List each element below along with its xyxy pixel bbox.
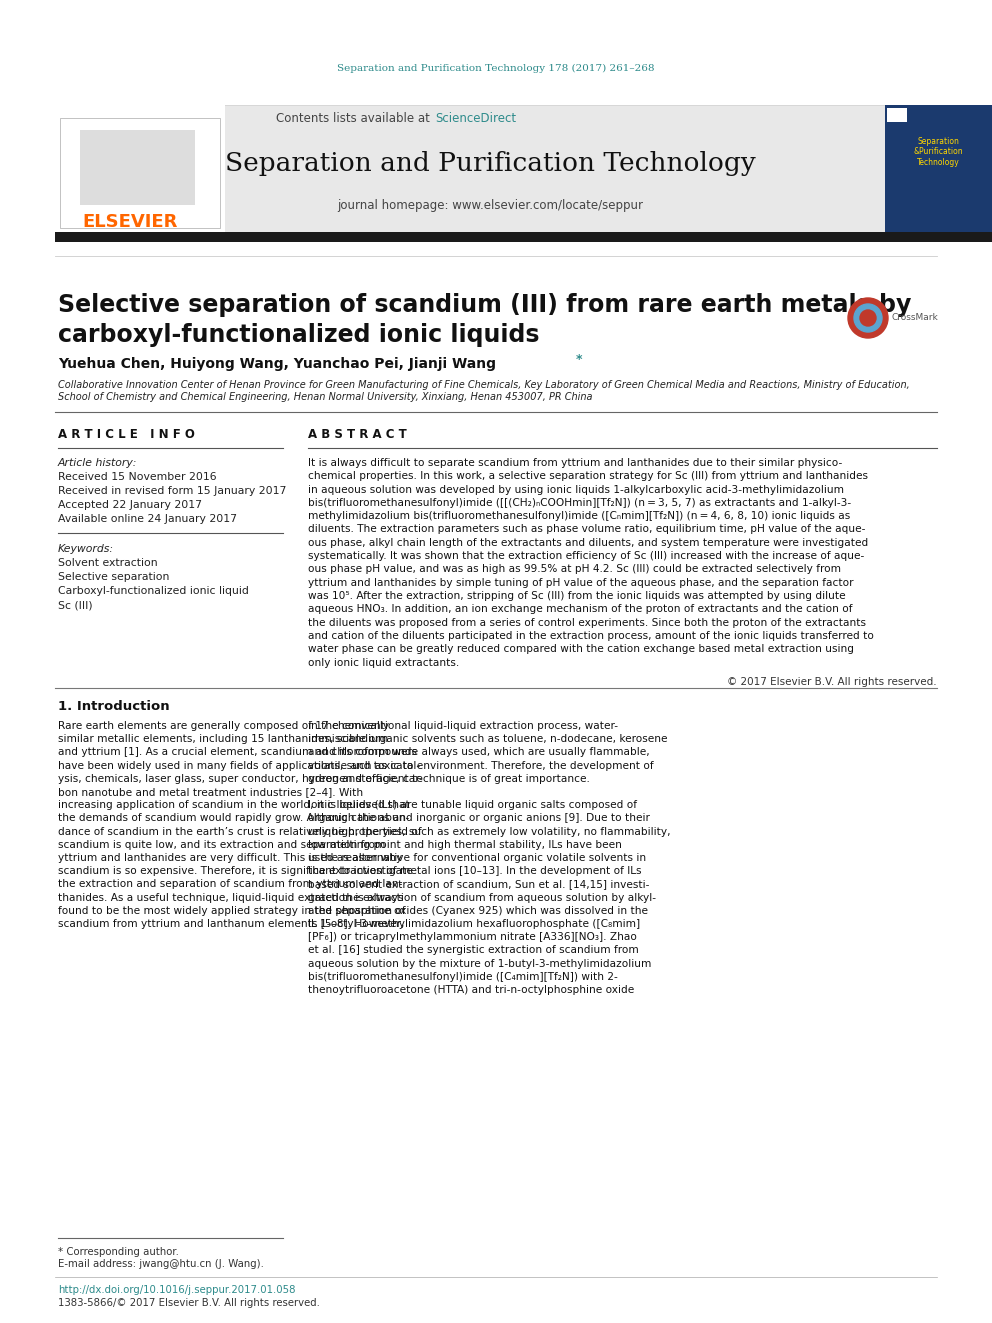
Text: was 10⁵. After the extraction, stripping of Sc (III) from the ionic liquids was : was 10⁵. After the extraction, stripping… xyxy=(308,591,845,601)
FancyBboxPatch shape xyxy=(55,105,225,232)
Text: * Corresponding author.: * Corresponding author. xyxy=(58,1248,179,1257)
FancyBboxPatch shape xyxy=(80,130,195,205)
Text: aqueous solution by the mixture of 1-butyl-3-methylimidazolium: aqueous solution by the mixture of 1-but… xyxy=(308,959,652,968)
Text: bis(trifluoromethanesulfonyl)imide ([C₄mim][Tf₂N]) with 2-: bis(trifluoromethanesulfonyl)imide ([C₄m… xyxy=(308,972,618,982)
Text: dance of scandium in the earth’s crust is relatively high, the yield of: dance of scandium in the earth’s crust i… xyxy=(58,827,422,836)
Text: It is always difficult to separate scandium from yttrium and lanthanides due to : It is always difficult to separate scand… xyxy=(308,458,842,468)
Text: © 2017 Elsevier B.V. All rights reserved.: © 2017 Elsevier B.V. All rights reserved… xyxy=(727,677,937,687)
Circle shape xyxy=(854,304,882,332)
FancyBboxPatch shape xyxy=(60,118,220,228)
Text: in aqueous solution was developed by using ionic liquids 1-alkylcarboxylic acid-: in aqueous solution was developed by usi… xyxy=(308,484,844,495)
Text: increasing application of scandium in the world, it is believed that: increasing application of scandium in th… xyxy=(58,800,410,810)
Text: Selective separation of scandium (III) from rare earth metals by: Selective separation of scandium (III) f… xyxy=(58,292,912,318)
Text: and cation of the diluents participated in the extraction process, amount of the: and cation of the diluents participated … xyxy=(308,631,874,640)
Text: similar metallic elements, including 15 lanthanides, scandium: similar metallic elements, including 15 … xyxy=(58,734,388,745)
Text: have been widely used in many fields of applications, such as catal-: have been widely used in many fields of … xyxy=(58,761,421,770)
Text: methylimidazolium bis(trifluoromethanesulfonyl)imide ([Cₙmim][Tf₂N]) (n = 4, 6, : methylimidazolium bis(trifluoromethanesu… xyxy=(308,511,850,521)
Text: [PF₆]) or tricaprylmethylammonium nitrate [A336][NO₃]. Zhao: [PF₆]) or tricaprylmethylammonium nitrat… xyxy=(308,933,637,942)
Text: carboxyl-functionalized ionic liquids: carboxyl-functionalized ionic liquids xyxy=(58,323,540,347)
Text: bon nanotube and metal treatment industries [2–4]. With: bon nanotube and metal treatment industr… xyxy=(58,787,363,796)
Text: Received 15 November 2016: Received 15 November 2016 xyxy=(58,472,216,482)
Text: Contents lists available at: Contents lists available at xyxy=(276,111,430,124)
Text: CrossMark: CrossMark xyxy=(892,314,938,323)
Text: thenoytrifluoroacetone (HTTA) and tri-n-octylphosphine oxide: thenoytrifluoroacetone (HTTA) and tri-n-… xyxy=(308,986,634,995)
Text: IL 1-octyl-3-methylimidazolium hexafluorophosphate ([C₈mim]: IL 1-octyl-3-methylimidazolium hexafluor… xyxy=(308,919,640,929)
Text: Article history:: Article history: xyxy=(58,458,137,468)
Text: Solvent extraction: Solvent extraction xyxy=(58,558,158,568)
Text: Ionic liquids (ILs) are tunable liquid organic salts composed of: Ionic liquids (ILs) are tunable liquid o… xyxy=(308,800,637,810)
Text: ysis, chemicals, laser glass, super conductor, hydrogen storage, car-: ysis, chemicals, laser glass, super cond… xyxy=(58,774,423,783)
Text: journal homepage: www.elsevier.com/locate/seppur: journal homepage: www.elsevier.com/locat… xyxy=(337,198,643,212)
Text: ous phase pH value, and was as high as 99.5% at pH 4.2. Sc (III) could be extrac: ous phase pH value, and was as high as 9… xyxy=(308,565,841,574)
Text: in the conventional liquid-liquid extraction process, water-: in the conventional liquid-liquid extrac… xyxy=(308,721,618,732)
Text: the diluents was proposed from a series of control experiments. Since both the p: the diluents was proposed from a series … xyxy=(308,618,866,627)
Text: 1383-5866/© 2017 Elsevier B.V. All rights reserved.: 1383-5866/© 2017 Elsevier B.V. All right… xyxy=(58,1298,319,1308)
Text: Carboxyl-functionalized ionic liquid: Carboxyl-functionalized ionic liquid xyxy=(58,586,249,595)
Text: Yuehua Chen, Huiyong Wang, Yuanchao Pei, Jianji Wang: Yuehua Chen, Huiyong Wang, Yuanchao Pei,… xyxy=(58,357,496,370)
Text: scandium from yttrium and lanthanum elements [5–8]. However,: scandium from yttrium and lanthanum elem… xyxy=(58,919,405,929)
Text: ScienceDirect: ScienceDirect xyxy=(435,111,516,124)
Text: Separation and Purification Technology: Separation and Purification Technology xyxy=(224,151,755,176)
Text: E-mail address: jwang@htu.cn (J. Wang).: E-mail address: jwang@htu.cn (J. Wang). xyxy=(58,1259,264,1269)
Text: Sc (III): Sc (III) xyxy=(58,601,92,610)
Text: water phase can be greatly reduced compared with the cation exchange based metal: water phase can be greatly reduced compa… xyxy=(308,644,854,654)
Text: Keywords:: Keywords: xyxy=(58,544,114,554)
Text: the demands of scandium would rapidly grow. Although the abun-: the demands of scandium would rapidly gr… xyxy=(58,814,410,823)
Text: unique properties, such as extremely low volatility, no flammability,: unique properties, such as extremely low… xyxy=(308,827,671,836)
Text: green and efficient technique is of great importance.: green and efficient technique is of grea… xyxy=(308,774,590,783)
Text: bis(trifluoromethanesulfonyl)imide ([[(CH₂)ₙCOOHmin][Tf₂N]) (n = 3, 5, 7) as ext: bis(trifluoromethanesulfonyl)imide ([[(C… xyxy=(308,497,851,508)
Text: scandium is so expensive. Therefore, it is significant to investigate: scandium is so expensive. Therefore, it … xyxy=(58,867,413,876)
Text: yttrium and lanthanides by simple tuning of pH value of the aqueous phase, and t: yttrium and lanthanides by simple tuning… xyxy=(308,578,853,587)
Text: used as alternative for conventional organic volatile solvents in: used as alternative for conventional org… xyxy=(308,853,646,863)
Text: chemical properties. In this work, a selective separation strategy for Sc (III) : chemical properties. In this work, a sel… xyxy=(308,471,868,482)
FancyBboxPatch shape xyxy=(885,105,992,232)
Text: ELSEVIER: ELSEVIER xyxy=(82,213,178,232)
Text: and chloroform were always used, which are usually flammable,: and chloroform were always used, which a… xyxy=(308,747,650,757)
Text: based solvent extraction of scandium, Sun et al. [14,15] investi-: based solvent extraction of scandium, Su… xyxy=(308,880,650,889)
Text: A R T I C L E   I N F O: A R T I C L E I N F O xyxy=(58,429,194,442)
Text: Separation and Purification Technology 178 (2017) 261–268: Separation and Purification Technology 1… xyxy=(337,64,655,73)
Text: organic cations and inorganic or organic anions [9]. Due to their: organic cations and inorganic or organic… xyxy=(308,814,650,823)
Text: gated the extraction of scandium from aqueous solution by alkyl-: gated the extraction of scandium from aq… xyxy=(308,893,656,902)
FancyBboxPatch shape xyxy=(887,108,907,122)
FancyBboxPatch shape xyxy=(55,105,885,232)
Text: Accepted 22 January 2017: Accepted 22 January 2017 xyxy=(58,500,202,509)
Text: et al. [16] studied the synergistic extraction of scandium from: et al. [16] studied the synergistic extr… xyxy=(308,946,639,955)
Text: volatile and toxic to environment. Therefore, the development of: volatile and toxic to environment. There… xyxy=(308,761,654,770)
FancyBboxPatch shape xyxy=(55,232,992,242)
Text: low melting point and high thermal stability, ILs have been: low melting point and high thermal stabi… xyxy=(308,840,622,849)
Text: yttrium and lanthanides are very difficult. This is the reason why: yttrium and lanthanides are very difficu… xyxy=(58,853,402,863)
Text: only ionic liquid extractants.: only ionic liquid extractants. xyxy=(308,658,459,668)
Text: scandium is quite low, and its extraction and separation from: scandium is quite low, and its extractio… xyxy=(58,840,385,849)
Text: immiscible organic solvents such as toluene, n-dodecane, kerosene: immiscible organic solvents such as tolu… xyxy=(308,734,668,745)
Text: School of Chemistry and Chemical Engineering, Henan Normal University, Xinxiang,: School of Chemistry and Chemical Enginee… xyxy=(58,392,592,402)
Circle shape xyxy=(860,310,876,325)
Text: A B S T R A C T: A B S T R A C T xyxy=(308,429,407,442)
Text: Received in revised form 15 January 2017: Received in revised form 15 January 2017 xyxy=(58,486,287,496)
Text: Rare earth elements are generally composed of 17 chemically: Rare earth elements are generally compos… xyxy=(58,721,389,732)
Text: Separation
&Purification
Technology: Separation &Purification Technology xyxy=(914,138,963,167)
Text: the extraction and separation of scandium from yttrium and lan-: the extraction and separation of scandiu… xyxy=(58,880,403,889)
Text: aqueous HNO₃. In addition, an ion exchange mechanism of the proton of extractant: aqueous HNO₃. In addition, an ion exchan… xyxy=(308,605,852,614)
Text: 1. Introduction: 1. Introduction xyxy=(58,700,170,713)
Circle shape xyxy=(848,298,888,337)
Text: ated phosphine oxides (Cyanex 925) which was dissolved in the: ated phosphine oxides (Cyanex 925) which… xyxy=(308,906,648,916)
Text: and yttrium [1]. As a crucial element, scandium and its compounds: and yttrium [1]. As a crucial element, s… xyxy=(58,747,417,757)
Text: *: * xyxy=(576,353,582,366)
Text: diluents. The extraction parameters such as phase volume ratio, equilibrium time: diluents. The extraction parameters such… xyxy=(308,524,865,534)
Text: Collaborative Innovation Center of Henan Province for Green Manufacturing of Fin: Collaborative Innovation Center of Henan… xyxy=(58,380,910,390)
Text: the extraction of metal ions [10–13]. In the development of ILs: the extraction of metal ions [10–13]. In… xyxy=(308,867,642,876)
Text: thanides. As a useful technique, liquid-liquid extraction is always: thanides. As a useful technique, liquid-… xyxy=(58,893,404,902)
Text: found to be the most widely applied strategy in the separation of: found to be the most widely applied stra… xyxy=(58,906,406,916)
Text: systematically. It was shown that the extraction efficiency of Sc (III) increase: systematically. It was shown that the ex… xyxy=(308,552,864,561)
Text: ous phase, alkyl chain length of the extractants and diluents, and system temper: ous phase, alkyl chain length of the ext… xyxy=(308,538,868,548)
Text: Available online 24 January 2017: Available online 24 January 2017 xyxy=(58,515,237,524)
Text: http://dx.doi.org/10.1016/j.seppur.2017.01.058: http://dx.doi.org/10.1016/j.seppur.2017.… xyxy=(58,1285,296,1295)
Text: Selective separation: Selective separation xyxy=(58,572,170,582)
